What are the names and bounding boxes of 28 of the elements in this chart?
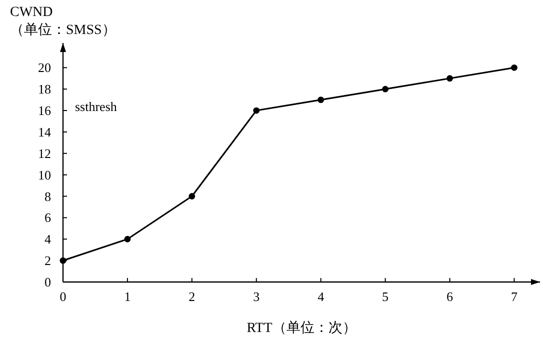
y-tick-label: 18 [38, 82, 51, 97]
x-tick-label: 7 [510, 289, 518, 304]
x-tick-label: 0 [60, 289, 66, 304]
point [318, 96, 324, 104]
point [124, 236, 131, 242]
y-tick-label: 0 [44, 274, 51, 290]
point [382, 86, 388, 92]
y-tick-label: 2 [44, 253, 51, 268]
x-tick-label: 2 [188, 289, 196, 304]
y-tick-label: 16 [38, 103, 52, 118]
point [253, 107, 260, 114]
point [511, 64, 518, 71]
xlabel: RTT（单位：次） [246, 321, 356, 336]
point [446, 75, 453, 82]
y-tick-label: 4 [44, 232, 52, 247]
annotation: ssthresh [75, 99, 117, 114]
y-tick-label: 14 [38, 124, 52, 140]
y-tick-label: 6 [44, 210, 52, 226]
x-tick-label: 6 [446, 289, 454, 304]
y-tick-label: 20 [38, 60, 51, 76]
y-tick-label: 10 [38, 167, 51, 182]
point [188, 193, 196, 200]
x-tick-label: 3 [253, 289, 260, 304]
x-tick-label: 5 [382, 289, 389, 304]
y-tick-label: 12 [38, 146, 51, 161]
y-tick-label: 8 [44, 188, 51, 204]
x-tick-label: 4 [318, 289, 325, 304]
x-tick-label: 1 [124, 289, 131, 304]
